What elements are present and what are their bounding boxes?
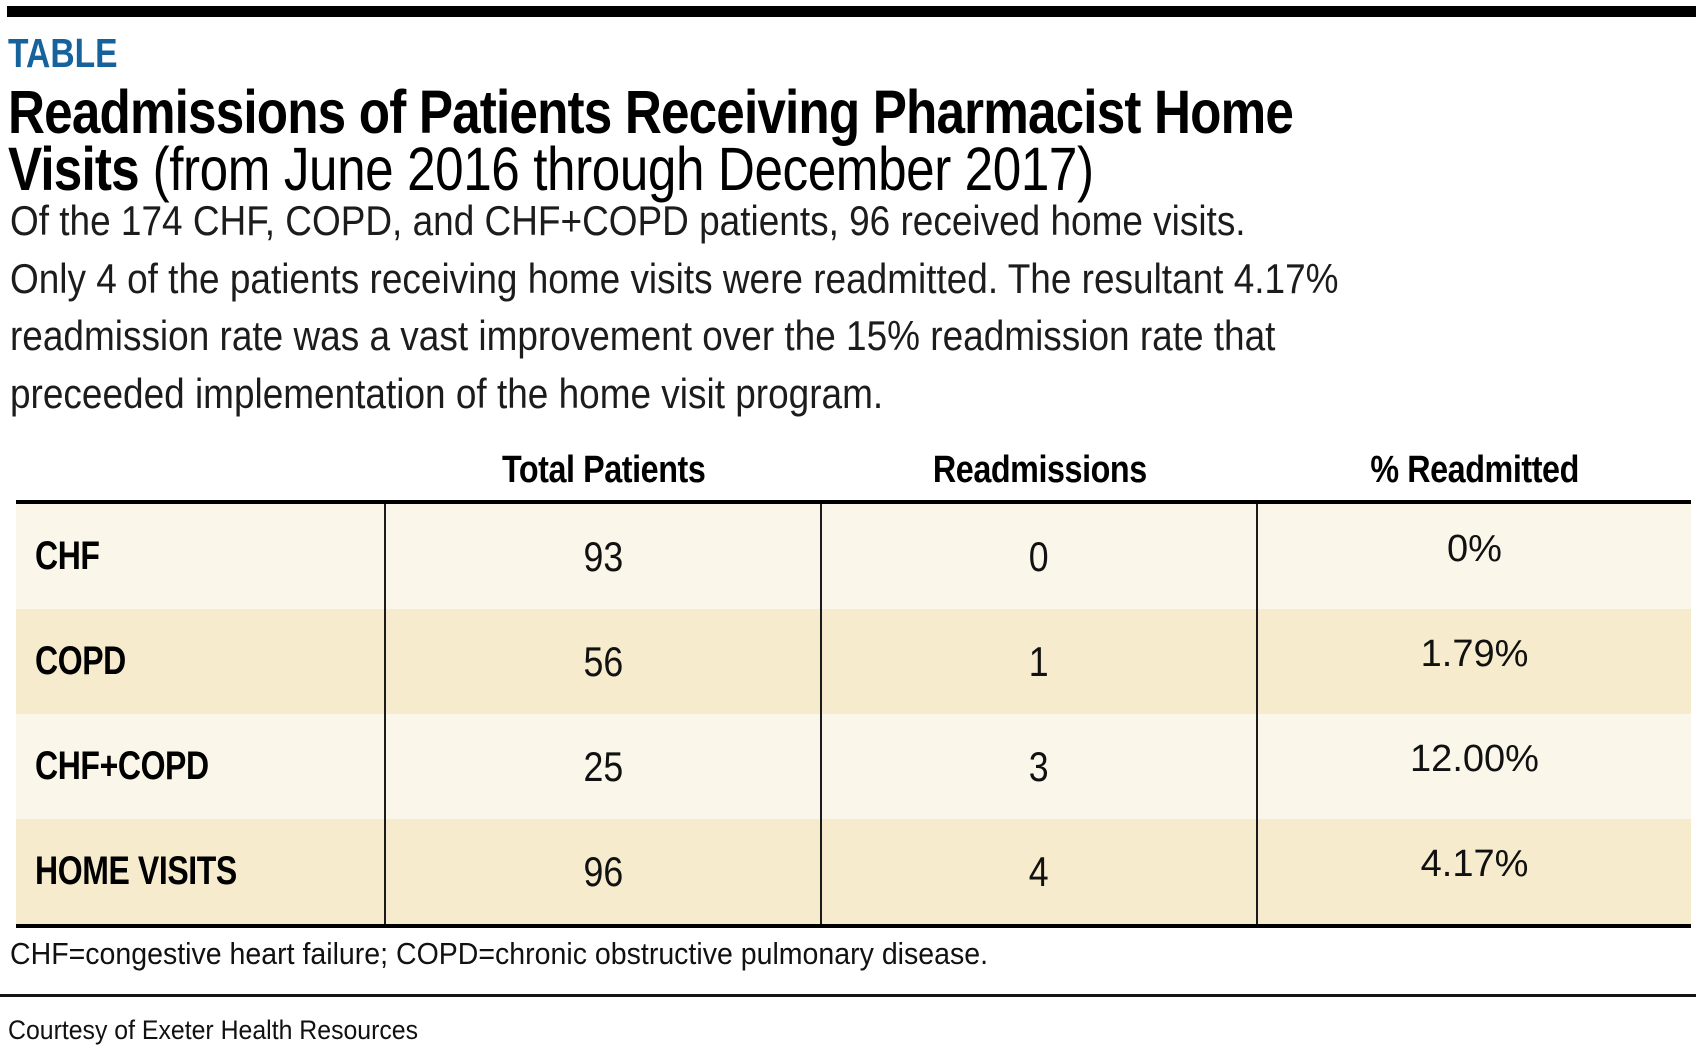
pct-readmitted-cell: 0% (1258, 504, 1691, 609)
column-header-label: % Readmitted (1370, 449, 1579, 491)
figure-title-line1: Readmissions of Patients Receiving Pharm… (8, 78, 1294, 146)
row-label: COPD (35, 639, 126, 683)
readmissions-cell: 4 (822, 819, 1258, 924)
description-line: preceeded implementation of the home vis… (10, 369, 884, 417)
description-line: readmission rate was a vast improvement … (10, 312, 1276, 359)
row-label: CHF+COPD (35, 744, 209, 788)
column-header-label: Total Patients (502, 449, 706, 491)
total-patients-cell: 96 (386, 819, 822, 924)
table-row-copd: COPD 56 1 1.79% (16, 609, 1691, 714)
table-footnote: CHF=congestive heart failure; COPD=chron… (10, 936, 989, 971)
cell-value: 1 (1029, 637, 1049, 685)
pct-readmitted-cell: 4.17% (1258, 819, 1691, 924)
row-label-cell: CHF+COPD (16, 714, 386, 819)
description-line: Only 4 of the patients receiving home vi… (10, 254, 1339, 302)
cell-value: 0 (1029, 532, 1049, 580)
cell-value: 96 (583, 847, 623, 895)
table-row-chf-copd: CHF+COPD 25 3 12.00% (16, 714, 1691, 819)
row-label-cell: CHF (16, 504, 386, 609)
top-rule-bar (7, 6, 1696, 17)
figure-title-line2-bold: Visits (8, 135, 140, 203)
pct-readmitted-cell: 12.00% (1258, 714, 1691, 819)
readmissions-cell: 3 (822, 714, 1258, 819)
cell-value: 3 (1029, 742, 1049, 790)
cell-value: 25 (583, 742, 623, 790)
cell-value: 4 (1029, 847, 1049, 895)
column-header-readmissions: Readmissions (822, 448, 1258, 492)
row-label: CHF (35, 534, 100, 578)
bottom-divider-rule (0, 994, 1696, 997)
cell-value: 4.17% (1420, 843, 1529, 885)
figure-description: Of the 174 CHF, COPD, and CHF+COPD patie… (10, 192, 1520, 422)
row-label-cell: COPD (16, 609, 386, 714)
kicker-label: TABLE (8, 30, 118, 76)
credit-line: Courtesy of Exeter Health Resources (8, 1015, 419, 1045)
cell-value: 1.79% (1420, 633, 1529, 675)
column-header-pct-readmitted: % Readmitted (1258, 448, 1691, 492)
column-header-total-patients: Total Patients (386, 448, 822, 492)
cell-value: 12.00% (1410, 738, 1539, 780)
column-header-label: Readmissions (933, 449, 1147, 491)
readmissions-cell: 0 (822, 504, 1258, 609)
cell-value: 0% (1447, 528, 1502, 570)
total-patients-cell: 93 (386, 504, 822, 609)
table-row-home-visits: HOME VISITS 96 4 4.17% (16, 819, 1691, 924)
description-line: Of the 174 CHF, COPD, and CHF+COPD patie… (10, 197, 1246, 244)
cell-value: 56 (583, 637, 623, 685)
cell-value: 93 (583, 532, 623, 580)
row-label-cell: HOME VISITS (16, 819, 386, 924)
readmissions-cell: 1 (822, 609, 1258, 714)
table-row-chf: CHF 93 0 0% (16, 504, 1691, 609)
table-header-row: Total Patients Readmissions % Readmitted (16, 444, 1691, 492)
row-label: HOME VISITS (35, 849, 237, 893)
total-patients-cell: 56 (386, 609, 822, 714)
total-patients-cell: 25 (386, 714, 822, 819)
figure-title-line2: Visits (from June 2016 through December … (8, 139, 1293, 200)
data-table: CHF 93 0 0% COPD 56 1 1.79% CHF+COPD 25 … (16, 500, 1691, 928)
figure-title-line2-subtitle: (from June 2016 through December 2017) (138, 135, 1094, 203)
pct-readmitted-cell: 1.79% (1258, 609, 1691, 714)
figure-title: Readmissions of Patients Receiving Pharm… (8, 78, 1538, 200)
